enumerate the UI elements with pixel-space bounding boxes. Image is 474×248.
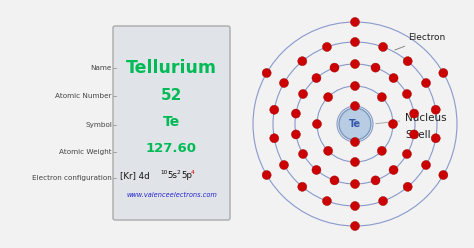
Circle shape: [270, 134, 279, 143]
Circle shape: [298, 57, 307, 66]
Text: 10: 10: [160, 169, 167, 175]
Circle shape: [439, 68, 448, 77]
Text: 5p: 5p: [181, 172, 192, 181]
Circle shape: [410, 130, 419, 139]
Circle shape: [280, 160, 289, 169]
Circle shape: [312, 120, 321, 128]
Circle shape: [439, 171, 448, 180]
Text: 2: 2: [177, 169, 181, 175]
Circle shape: [350, 60, 359, 68]
Circle shape: [389, 165, 398, 174]
Circle shape: [402, 90, 411, 98]
Circle shape: [299, 90, 308, 98]
Text: Atomic Number: Atomic Number: [55, 93, 112, 99]
Circle shape: [324, 93, 333, 102]
Circle shape: [379, 42, 388, 51]
Circle shape: [379, 197, 388, 206]
Circle shape: [350, 201, 359, 211]
Circle shape: [292, 130, 301, 139]
Circle shape: [312, 165, 321, 174]
Circle shape: [350, 18, 359, 27]
Circle shape: [403, 182, 412, 191]
Circle shape: [410, 109, 419, 118]
Circle shape: [389, 74, 398, 83]
Text: Atomic Weight: Atomic Weight: [59, 149, 112, 155]
Circle shape: [350, 101, 359, 111]
Circle shape: [280, 79, 289, 88]
FancyBboxPatch shape: [113, 26, 230, 220]
Circle shape: [431, 134, 440, 143]
Circle shape: [421, 79, 430, 88]
Text: Te: Te: [163, 115, 180, 129]
Circle shape: [350, 82, 359, 91]
Circle shape: [377, 93, 386, 102]
Circle shape: [350, 221, 359, 230]
Text: 127.60: 127.60: [146, 143, 197, 155]
Circle shape: [299, 150, 308, 158]
Text: Electron: Electron: [395, 33, 445, 50]
Circle shape: [292, 109, 301, 118]
Circle shape: [330, 63, 339, 72]
Circle shape: [270, 105, 279, 114]
Circle shape: [324, 146, 333, 155]
Circle shape: [350, 180, 359, 188]
Circle shape: [312, 74, 321, 83]
Text: 4: 4: [191, 169, 195, 175]
Circle shape: [431, 105, 440, 114]
Text: www.valenceelectrons.com: www.valenceelectrons.com: [126, 192, 217, 198]
Text: Te: Te: [349, 119, 361, 129]
Circle shape: [350, 137, 359, 147]
Circle shape: [262, 68, 271, 77]
Circle shape: [350, 37, 359, 47]
Text: 5s: 5s: [167, 172, 177, 181]
Circle shape: [262, 171, 271, 180]
Circle shape: [371, 63, 380, 72]
Text: Tellurium: Tellurium: [126, 59, 217, 77]
Circle shape: [389, 120, 398, 128]
Circle shape: [402, 150, 411, 158]
Text: Electron configuration: Electron configuration: [32, 175, 112, 181]
Circle shape: [322, 197, 331, 206]
Circle shape: [350, 157, 359, 166]
Text: 52: 52: [161, 89, 182, 103]
Circle shape: [330, 176, 339, 185]
Circle shape: [298, 182, 307, 191]
Circle shape: [377, 146, 386, 155]
Text: Nucleus: Nucleus: [376, 113, 447, 124]
Text: Shell: Shell: [405, 130, 430, 140]
Circle shape: [371, 176, 380, 185]
Text: Name: Name: [91, 65, 112, 71]
Circle shape: [421, 160, 430, 169]
Circle shape: [322, 42, 331, 51]
Text: [Kr] 4d: [Kr] 4d: [120, 172, 150, 181]
Circle shape: [339, 108, 371, 140]
Circle shape: [403, 57, 412, 66]
Text: Symbol: Symbol: [85, 122, 112, 128]
